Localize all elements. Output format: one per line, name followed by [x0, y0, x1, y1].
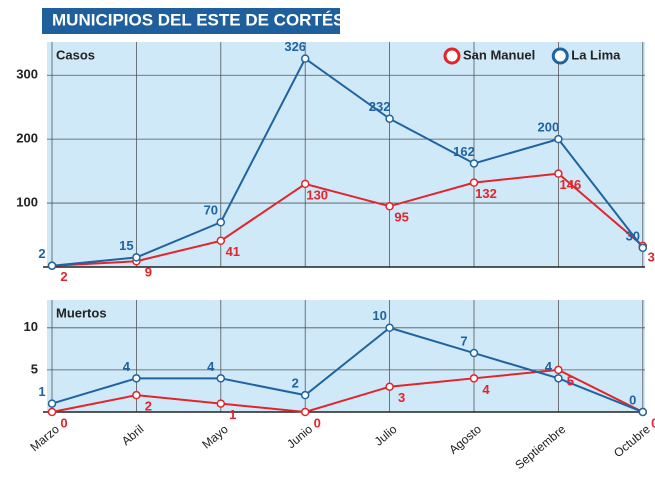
plot-area — [47, 300, 645, 412]
data-label: 232 — [369, 99, 391, 114]
data-label: 5 — [567, 373, 574, 388]
data-label: 95 — [394, 210, 408, 225]
y-tick-label: 300 — [16, 67, 38, 82]
point — [216, 218, 226, 227]
data-label: 41 — [226, 244, 240, 259]
data-label: 4 — [545, 359, 553, 374]
x-tick-label: Agosto — [446, 422, 484, 457]
data-label: 4 — [482, 382, 490, 397]
series-line — [51, 326, 644, 413]
point — [47, 399, 57, 408]
data-label: 326 — [284, 39, 306, 54]
y-tick-label: 5 — [31, 361, 38, 376]
data-label: 132 — [475, 186, 497, 201]
legend-label: San Manuel — [463, 47, 535, 62]
data-label: 1 — [38, 384, 45, 399]
x-tick-label: Abril — [119, 422, 146, 448]
y-tick-label: 200 — [16, 131, 38, 146]
point — [385, 382, 394, 391]
data-label: 2 — [145, 399, 152, 414]
point — [132, 253, 141, 262]
panel-title: Casos — [56, 47, 95, 62]
data-label: 2 — [292, 376, 299, 391]
x-tick-label: Junio — [284, 422, 315, 451]
point — [554, 374, 563, 383]
y-tick-label: 10 — [24, 319, 38, 334]
point — [554, 169, 563, 178]
data-label: 0 — [314, 415, 321, 430]
legend-label: La Lima — [571, 47, 621, 62]
point — [216, 399, 226, 408]
data-label: 0 — [651, 415, 655, 430]
x-tick-label: Mayo — [199, 422, 231, 452]
data-label: 130 — [306, 187, 328, 202]
header-bar — [42, 8, 340, 34]
data-label: 30 — [626, 228, 640, 243]
x-tick-label: Julio — [372, 422, 400, 449]
page-title: MUNICIPIOS DEL ESTE DE CORTÉS — [52, 10, 345, 29]
data-label: 146 — [560, 177, 582, 192]
point — [638, 407, 648, 417]
data-label: 162 — [453, 144, 475, 159]
data-label: 9 — [145, 265, 152, 280]
series-line — [51, 172, 644, 267]
point — [554, 134, 563, 144]
x-tick-label: Octubre — [611, 422, 653, 460]
point — [132, 390, 141, 400]
series-line — [51, 57, 644, 267]
y-tick-label: 100 — [16, 195, 38, 210]
data-label: 2 — [38, 246, 45, 261]
point — [300, 54, 310, 63]
data-label: 3 — [398, 390, 405, 405]
point — [469, 348, 479, 358]
point — [216, 374, 226, 383]
legend-marker — [443, 47, 461, 65]
x-tick-label: Marzo — [27, 422, 62, 454]
data-label: 2 — [60, 269, 67, 284]
point — [469, 178, 479, 187]
panel-title: Muertos — [56, 305, 107, 320]
data-label: 200 — [538, 120, 560, 135]
series-line — [51, 368, 644, 414]
data-label: 33 — [648, 249, 655, 264]
point — [300, 390, 310, 400]
point — [132, 374, 141, 383]
point — [469, 374, 479, 383]
data-label: 10 — [372, 308, 386, 323]
point — [385, 323, 394, 333]
data-label: 4 — [123, 359, 131, 374]
point — [216, 236, 226, 246]
point — [47, 407, 57, 417]
point — [638, 243, 648, 253]
data-label: 0 — [60, 415, 67, 430]
data-label: 15 — [119, 238, 133, 253]
point — [47, 261, 57, 270]
data-label: 7 — [460, 333, 467, 348]
point — [385, 202, 394, 211]
point — [385, 114, 394, 123]
legend-marker — [551, 47, 569, 65]
x-tick-label: Septiembre — [512, 422, 568, 472]
point — [469, 159, 479, 168]
data-label: 70 — [204, 203, 218, 218]
point — [554, 365, 563, 375]
data-label: 4 — [207, 359, 215, 374]
point — [300, 179, 310, 189]
point — [300, 407, 310, 417]
plot-area — [47, 42, 645, 267]
data-label: 0 — [629, 392, 636, 407]
data-label: 1 — [229, 407, 236, 422]
